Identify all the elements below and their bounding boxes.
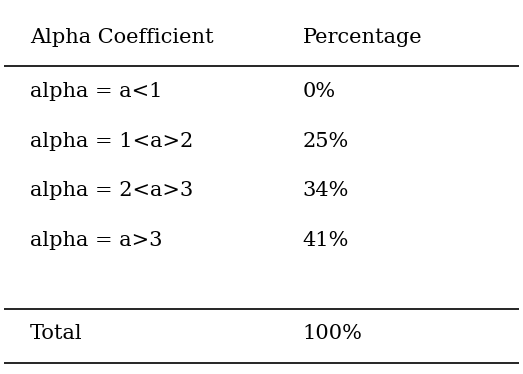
- Text: 41%: 41%: [303, 230, 349, 249]
- Text: Total: Total: [30, 324, 83, 343]
- Text: alpha = 1<a>2: alpha = 1<a>2: [30, 132, 193, 151]
- Text: alpha = a>3: alpha = a>3: [30, 230, 163, 249]
- Text: 100%: 100%: [303, 324, 362, 343]
- Text: alpha = a<1: alpha = a<1: [30, 82, 163, 101]
- Text: 34%: 34%: [303, 181, 349, 200]
- Text: 0%: 0%: [303, 82, 336, 101]
- Text: Alpha Coefficient: Alpha Coefficient: [30, 28, 213, 47]
- Text: Percentage: Percentage: [303, 28, 422, 47]
- Text: 25%: 25%: [303, 132, 349, 151]
- Text: alpha = 2<a>3: alpha = 2<a>3: [30, 181, 193, 200]
